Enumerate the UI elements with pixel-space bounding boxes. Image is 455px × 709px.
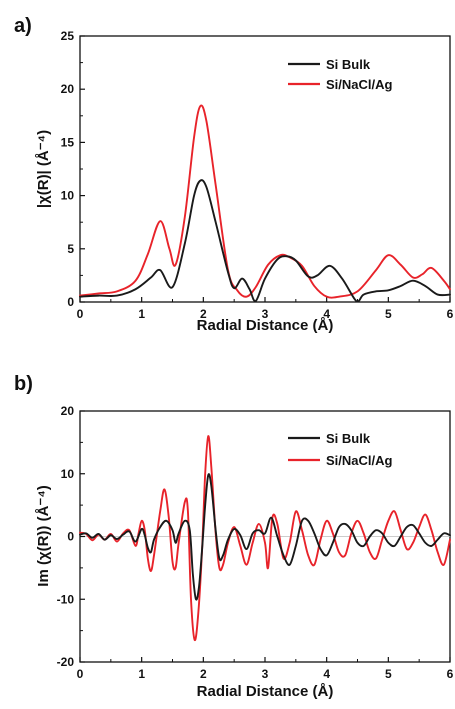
- panel-b-series-lines: [79, 435, 451, 641]
- panel-b-y-axis-title: Im (χ(R)) (Å⁻⁴): [35, 485, 52, 586]
- panel-b-letter: b): [14, 373, 33, 395]
- panel-b-legend-label-si-nacl-ag: Si/NaCl/Ag: [326, 453, 393, 468]
- y-tick-label: 20: [61, 82, 75, 96]
- panel-a-tick-labels: 0 1 2 3 4 5 6 0 5 10 15 20 25: [61, 29, 454, 321]
- x-tick-label: 1: [138, 667, 145, 681]
- y-tick-label: 10: [61, 189, 75, 203]
- series-line-si-bulk: [79, 179, 451, 303]
- panel-a-ticks: [79, 35, 451, 303]
- y-tick-label: 0: [67, 295, 74, 309]
- panel-a-legend: Si Bulk Si/NaCl/Ag: [288, 57, 393, 92]
- panel-a-legend-label-si-nacl-ag: Si/NaCl/Ag: [326, 77, 393, 92]
- panel-b-ticks: [79, 410, 451, 663]
- series-line-si-bulk: [79, 473, 451, 601]
- panel-a-y-axis-title: |χ(R)| (Å⁻⁴): [35, 130, 52, 208]
- y-tick-label: -10: [57, 592, 75, 606]
- y-tick-label: 5: [67, 242, 74, 256]
- y-tick-label: 0: [67, 530, 74, 544]
- series-line-si-nacl-ag: [79, 435, 451, 641]
- x-tick-label: 2: [200, 307, 207, 321]
- panel-a-letter: a): [14, 15, 32, 37]
- x-tick-label: 2: [200, 667, 207, 681]
- y-tick-label: 20: [61, 404, 75, 418]
- panel-a-legend-label-si-bulk: Si Bulk: [326, 57, 371, 72]
- y-tick-label: 25: [61, 29, 75, 43]
- x-tick-label: 0: [77, 667, 84, 681]
- x-tick-label: 6: [447, 667, 454, 681]
- panel-a-plot-frame: [79, 35, 451, 303]
- panel-b-x-axis-title: Radial Distance (Å): [197, 683, 334, 700]
- panel-b-tick-labels: 0 1 2 3 4 5 6 -20 -10 0 10 20: [57, 404, 454, 681]
- x-tick-label: 4: [323, 667, 330, 681]
- y-tick-label: 15: [61, 135, 75, 149]
- panel-b-legend-label-si-bulk: Si Bulk: [326, 431, 371, 446]
- panel-b-legend: Si Bulk Si/NaCl/Ag: [288, 431, 393, 468]
- x-tick-label: 5: [385, 667, 392, 681]
- y-tick-label: 10: [61, 467, 75, 481]
- y-tick-label: -20: [57, 655, 75, 669]
- x-tick-label: 0: [77, 307, 84, 321]
- x-tick-label: 5: [385, 307, 392, 321]
- x-tick-label: 3: [262, 307, 269, 321]
- panel-a-x-axis-title: Radial Distance (Å): [197, 317, 334, 334]
- panel-a-series-lines: [79, 104, 451, 303]
- x-tick-label: 1: [138, 307, 145, 321]
- series-line-si-nacl-ag: [79, 104, 451, 299]
- x-tick-label: 6: [447, 307, 454, 321]
- panel-a-chart: a) 0 1 2 3 4 5 6 0 5 10 15 20 25 Radial Distance (Å)…: [14, 15, 454, 334]
- panel-b-chart: b) 0 1 2 3 4 5 6 -20 -10 0 10 20 Radial Distance (Å…: [14, 373, 454, 700]
- x-tick-label: 3: [262, 667, 269, 681]
- x-tick-label: 4: [323, 307, 330, 321]
